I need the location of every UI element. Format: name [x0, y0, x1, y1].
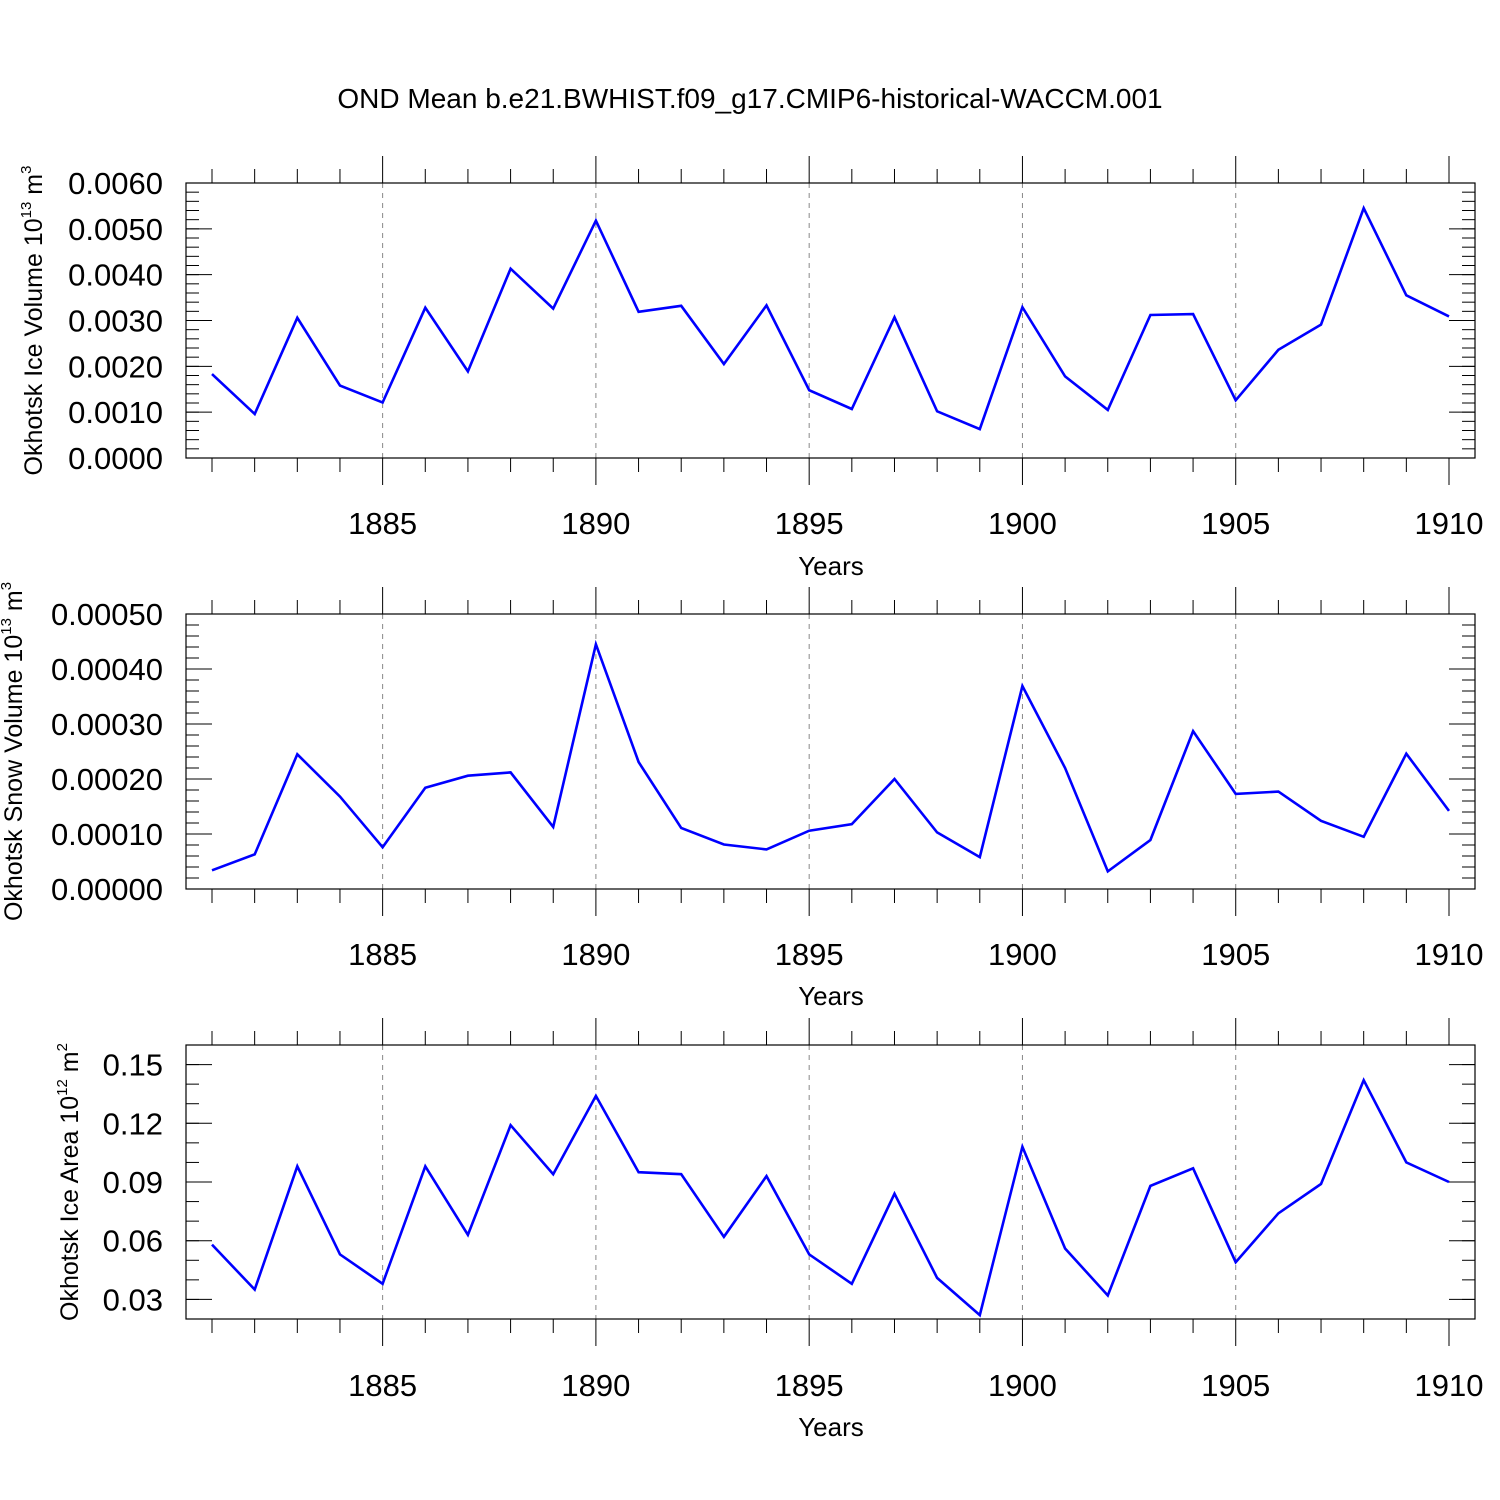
y-tick-label: 0.0000: [68, 441, 163, 476]
x-axis-label: Years: [798, 551, 864, 581]
series-line: [211, 639, 1451, 874]
x-axis-label: Years: [798, 1412, 864, 1442]
x-tick-label: 1910: [1415, 937, 1484, 972]
y-tick-label: 0.00020: [51, 762, 163, 797]
x-tick-label: 1910: [1415, 1368, 1484, 1403]
x-tick-label: 1895: [775, 506, 844, 541]
x-tick-label: 1910: [1415, 506, 1484, 541]
y-tick-label: 0.00010: [51, 817, 163, 852]
x-tick-label: 1885: [348, 506, 417, 541]
y-tick-label: 0.15: [103, 1048, 163, 1083]
panel-2: 0.00000 0.00010 0.00020 0.00030 0.00040 0.000…: [0, 582, 1483, 1011]
y-tick-label: 0.0050: [68, 212, 163, 247]
x-tick-label: 1900: [988, 1368, 1057, 1403]
y-axis-label: Okhotsk Ice Area 1012 m2: [54, 1043, 84, 1321]
x-tick-label: 1885: [348, 1368, 417, 1403]
y-tick-label: 0.0040: [68, 258, 163, 293]
y-axis-label: Okhotsk Snow Volume 1013 m3: [0, 582, 28, 921]
panel-1: 0.0000 0.0010 0.0020 0.0030 0.0040 0.0050 0.00…: [18, 156, 1483, 581]
y-tick-label: 0.0060: [68, 166, 163, 201]
x-axis-label: Years: [798, 981, 864, 1011]
x-tick-label: 1890: [561, 506, 630, 541]
y-tick-label: 0.0030: [68, 304, 163, 339]
x-tick-label: 1900: [988, 506, 1057, 541]
y-tick-label: 0.00050: [51, 597, 163, 632]
x-tick-label: 1905: [1201, 937, 1270, 972]
series-line: [211, 204, 1450, 431]
y-tick-label: 0.09: [103, 1165, 163, 1200]
x-tick-label: 1900: [988, 937, 1057, 972]
x-tick-label: 1885: [348, 937, 417, 972]
series-line: [211, 1077, 1450, 1318]
x-tick-label: 1890: [561, 937, 630, 972]
y-tick-label: 0.0010: [68, 395, 163, 430]
y-tick-label: 0.00030: [51, 707, 163, 742]
panel-3: 0.03 0.06 0.09 0.12 0.15 1885 1890 1895 1900 1905…: [54, 1018, 1483, 1442]
y-tick-label: 0.0020: [68, 349, 163, 384]
y-tick-label: 0.03: [103, 1282, 163, 1317]
y-axis-label: Okhotsk Ice Volume 1013 m3: [18, 166, 48, 476]
y-tick-label: 0.06: [103, 1224, 163, 1259]
x-tick-label: 1905: [1201, 1368, 1270, 1403]
y-tick-label: 0.12: [103, 1106, 163, 1141]
x-tick-label: 1905: [1201, 506, 1270, 541]
y-tick-label: 0.00000: [51, 872, 163, 907]
plot-frame: [185, 613, 1476, 890]
y-tick-label: 0.00040: [51, 652, 163, 687]
x-tick-label: 1895: [775, 1368, 844, 1403]
x-tick-label: 1890: [561, 1368, 630, 1403]
x-tick-label: 1895: [775, 937, 844, 972]
chart-title: OND Mean b.e21.BWHIST.f09_g17.CMIP6-hist…: [337, 83, 1162, 114]
